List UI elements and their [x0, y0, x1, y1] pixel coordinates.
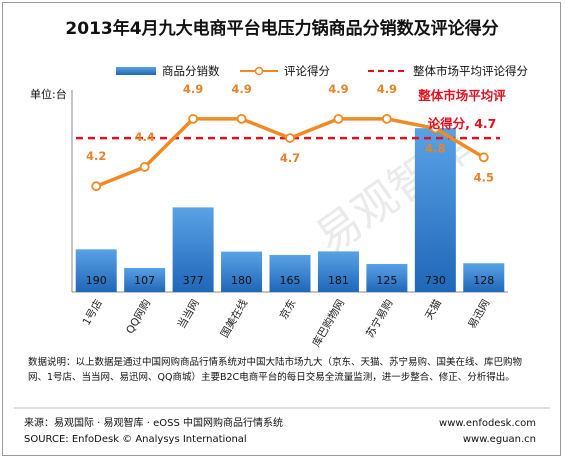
legend: 商品分销数 评论得分 整体市场平均评论得分 [116, 64, 528, 78]
bar-value-label: 181 [328, 274, 349, 287]
x-tick-label: 苏宁易购 [363, 297, 395, 340]
x-tick-label: 库巴购物网 [310, 297, 348, 349]
x-tick-label: 天猫 [422, 297, 444, 322]
score-value-label: 4.4 [134, 130, 154, 144]
score-point [285, 133, 295, 143]
data-note-box: 数据说明：以上数据是通过中国网购商品行情系统对中国大陆市场九大（京东、天猫、苏宁… [28, 357, 523, 383]
score-value-label: 4.5 [474, 170, 494, 184]
score-point [236, 113, 247, 124]
bar-value-label: 730 [425, 274, 446, 287]
bar-value-label: 377 [183, 274, 204, 287]
footer-url-1: www.enfodesk.com [439, 418, 536, 429]
bar-value-label: 190 [86, 274, 107, 287]
score-point [139, 162, 150, 172]
unit-label: 单位:台 [30, 87, 67, 101]
x-tick-label: 1号店 [80, 297, 105, 327]
legend-bar-label: 商品分销数 [162, 64, 220, 78]
score-point [478, 152, 489, 163]
x-tick-label: 易迅网 [466, 298, 492, 331]
bar [172, 207, 214, 292]
bar [269, 254, 311, 292]
legend-bar-swatch [116, 67, 156, 75]
score-value-label: 4.9 [183, 82, 203, 96]
bar [463, 263, 505, 292]
bar [317, 251, 359, 292]
score-value-label: 4.9 [377, 82, 397, 96]
data-note: 数据说明：以上数据是通过中国网购商品行情系统对中国大陆市场九大（京东、天猫、苏宁… [28, 357, 523, 383]
score-value-label: 4.8 [425, 141, 445, 155]
footer-source-en: SOURCE: EnfoDesk © Analysys Internationa… [24, 434, 247, 445]
bar-value-label: 180 [231, 274, 252, 287]
score-point [430, 123, 441, 134]
footer-source-cn: 来源：易观国际 · 易观智库 · eOSS 中国网购商品行情系统 [24, 416, 283, 429]
bar [75, 249, 117, 292]
x-tick-label: 国美在线 [218, 297, 251, 340]
score-point [381, 113, 392, 124]
score-value-label: 4.2 [86, 149, 106, 163]
score-point [333, 113, 344, 124]
bar-value-label: 128 [473, 274, 494, 287]
score-point [91, 181, 102, 192]
footer-url-2: www.eguan.cn [463, 434, 536, 445]
legend-line-marker [254, 66, 264, 76]
x-tick-label: 当当网 [175, 297, 202, 331]
score-value-label: 4.9 [231, 82, 251, 96]
chart-frame [2, 2, 561, 456]
x-tick-label: QQ网购 [123, 297, 153, 336]
avg-annotation-line2: 论得分, 4.7 [428, 116, 497, 131]
avg-annotation-line1: 整体市场平均评 [418, 88, 506, 103]
score-point [188, 113, 199, 124]
legend-avg-label: 整体市场平均评论得分 [413, 64, 528, 78]
legend-line-label: 评论得分 [284, 64, 330, 78]
bar [124, 267, 166, 292]
score-value-label: 4.7 [280, 151, 300, 165]
bar [414, 128, 456, 292]
x-tick-label: 京东 [277, 297, 299, 322]
score-value-label: 4.9 [328, 82, 348, 96]
bar [366, 263, 408, 292]
bar [221, 251, 263, 292]
bar-value-label: 165 [280, 274, 301, 287]
bar-value-label: 107 [134, 274, 155, 287]
bar-value-label: 125 [376, 274, 397, 287]
chart-title: 2013年4月九大电商平台电压力锅商品分销数及评论得分 [65, 18, 498, 39]
